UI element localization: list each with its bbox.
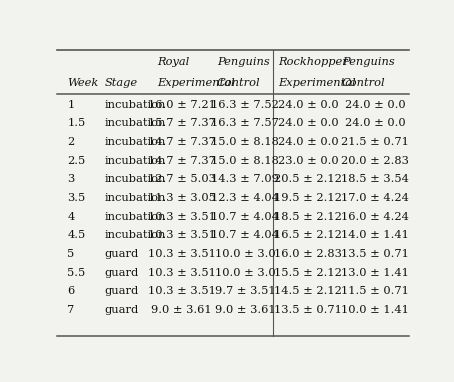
Text: 13.5 ± 0.71: 13.5 ± 0.71 <box>341 249 409 259</box>
Text: 10.7 ± 4.04: 10.7 ± 4.04 <box>211 212 279 222</box>
Text: 10.0 ± 3.0: 10.0 ± 3.0 <box>215 249 275 259</box>
Text: 1.5: 1.5 <box>67 118 85 128</box>
Text: 14.0 ± 1.41: 14.0 ± 1.41 <box>341 230 409 240</box>
Text: incubation: incubation <box>104 174 166 185</box>
Text: 14.3 ± 7.09: 14.3 ± 7.09 <box>211 174 279 185</box>
Text: 17.0 ± 4.24: 17.0 ± 4.24 <box>341 193 409 203</box>
Text: 3.5: 3.5 <box>67 193 85 203</box>
Text: Penguins: Penguins <box>217 57 270 67</box>
Text: 24.0 ± 0.0: 24.0 ± 0.0 <box>345 118 405 128</box>
Text: Penguins: Penguins <box>342 57 395 67</box>
Text: 18.5 ± 2.12: 18.5 ± 2.12 <box>274 212 342 222</box>
Text: 2: 2 <box>67 137 74 147</box>
Text: 21.5 ± 0.71: 21.5 ± 0.71 <box>341 137 409 147</box>
Text: 24.0 ± 0.0: 24.0 ± 0.0 <box>345 100 405 110</box>
Text: incubation: incubation <box>104 137 166 147</box>
Text: Experimental: Experimental <box>278 78 356 87</box>
Text: 12.7 ± 5.03: 12.7 ± 5.03 <box>148 174 216 185</box>
Text: 3: 3 <box>67 174 74 185</box>
Text: 13.0 ± 1.41: 13.0 ± 1.41 <box>341 268 409 278</box>
Text: 18.5 ± 3.54: 18.5 ± 3.54 <box>341 174 409 185</box>
Text: 4: 4 <box>67 212 74 222</box>
Text: Stage: Stage <box>104 78 138 87</box>
Text: 5: 5 <box>67 249 74 259</box>
Text: 10.3 ± 3.51: 10.3 ± 3.51 <box>148 212 216 222</box>
Text: 14.7 ± 7.37: 14.7 ± 7.37 <box>148 156 216 166</box>
Text: incubation: incubation <box>104 156 166 166</box>
Text: 10.7 ± 4.04: 10.7 ± 4.04 <box>211 230 279 240</box>
Text: Experimental: Experimental <box>157 78 235 87</box>
Text: 12.3 ± 4.04: 12.3 ± 4.04 <box>211 193 279 203</box>
Text: 11.3 ± 3.05: 11.3 ± 3.05 <box>148 193 216 203</box>
Text: 9.7 ± 3.51: 9.7 ± 3.51 <box>215 286 275 296</box>
Text: 15.0 ± 8.18: 15.0 ± 8.18 <box>211 137 279 147</box>
Text: Control: Control <box>342 78 385 87</box>
Text: incubation: incubation <box>104 193 166 203</box>
Text: 13.5 ± 0.71: 13.5 ± 0.71 <box>274 305 342 315</box>
Text: Week: Week <box>67 78 99 87</box>
Text: 16.5 ± 2.12: 16.5 ± 2.12 <box>274 230 342 240</box>
Text: guard: guard <box>104 305 138 315</box>
Text: 24.0 ± 0.0: 24.0 ± 0.0 <box>278 137 339 147</box>
Text: 16.3 ± 7.57: 16.3 ± 7.57 <box>211 118 279 128</box>
Text: guard: guard <box>104 286 138 296</box>
Text: guard: guard <box>104 249 138 259</box>
Text: 15.0 ± 8.18: 15.0 ± 8.18 <box>211 156 279 166</box>
Text: 23.0 ± 0.0: 23.0 ± 0.0 <box>278 156 339 166</box>
Text: 11.5 ± 0.71: 11.5 ± 0.71 <box>341 286 409 296</box>
Text: 10.3 ± 3.51: 10.3 ± 3.51 <box>148 268 216 278</box>
Text: Control: Control <box>217 78 261 87</box>
Text: Royal: Royal <box>157 57 189 67</box>
Text: 10.0 ± 3.0: 10.0 ± 3.0 <box>215 268 275 278</box>
Text: 14.7 ± 7.37: 14.7 ± 7.37 <box>148 137 216 147</box>
Text: 9.0 ± 3.61: 9.0 ± 3.61 <box>151 305 212 315</box>
Text: incubation: incubation <box>104 230 166 240</box>
Text: 9.0 ± 3.61: 9.0 ± 3.61 <box>215 305 275 315</box>
Text: 24.0 ± 0.0: 24.0 ± 0.0 <box>278 100 339 110</box>
Text: 5.5: 5.5 <box>67 268 85 278</box>
Text: incubation: incubation <box>104 100 166 110</box>
Text: 4.5: 4.5 <box>67 230 85 240</box>
Text: 1: 1 <box>67 100 74 110</box>
Text: incubation: incubation <box>104 212 166 222</box>
Text: 10.3 ± 3.51: 10.3 ± 3.51 <box>148 230 216 240</box>
Text: 15.5 ± 2.12: 15.5 ± 2.12 <box>274 268 342 278</box>
Text: 24.0 ± 0.0: 24.0 ± 0.0 <box>278 118 339 128</box>
Text: 10.3 ± 3.51: 10.3 ± 3.51 <box>148 286 216 296</box>
Text: 16.0 ± 2.83: 16.0 ± 2.83 <box>274 249 342 259</box>
Text: 2.5: 2.5 <box>67 156 85 166</box>
Text: 10.3 ± 3.51: 10.3 ± 3.51 <box>148 249 216 259</box>
Text: incubation: incubation <box>104 118 166 128</box>
Text: 14.5 ± 2.12: 14.5 ± 2.12 <box>274 286 342 296</box>
Text: 7: 7 <box>67 305 74 315</box>
Text: 16.3 ± 7.52: 16.3 ± 7.52 <box>211 100 279 110</box>
Text: Rockhopper: Rockhopper <box>278 57 348 67</box>
Text: 20.0 ± 2.83: 20.0 ± 2.83 <box>341 156 409 166</box>
Text: 16.0 ± 4.24: 16.0 ± 4.24 <box>341 212 409 222</box>
Text: 16.0 ± 7.21: 16.0 ± 7.21 <box>148 100 216 110</box>
Text: 19.5 ± 2.12: 19.5 ± 2.12 <box>274 193 342 203</box>
Text: 20.5 ± 2.12: 20.5 ± 2.12 <box>274 174 342 185</box>
Text: 6: 6 <box>67 286 74 296</box>
Text: 10.0 ± 1.41: 10.0 ± 1.41 <box>341 305 409 315</box>
Text: guard: guard <box>104 268 138 278</box>
Text: 15.7 ± 7.37: 15.7 ± 7.37 <box>148 118 216 128</box>
